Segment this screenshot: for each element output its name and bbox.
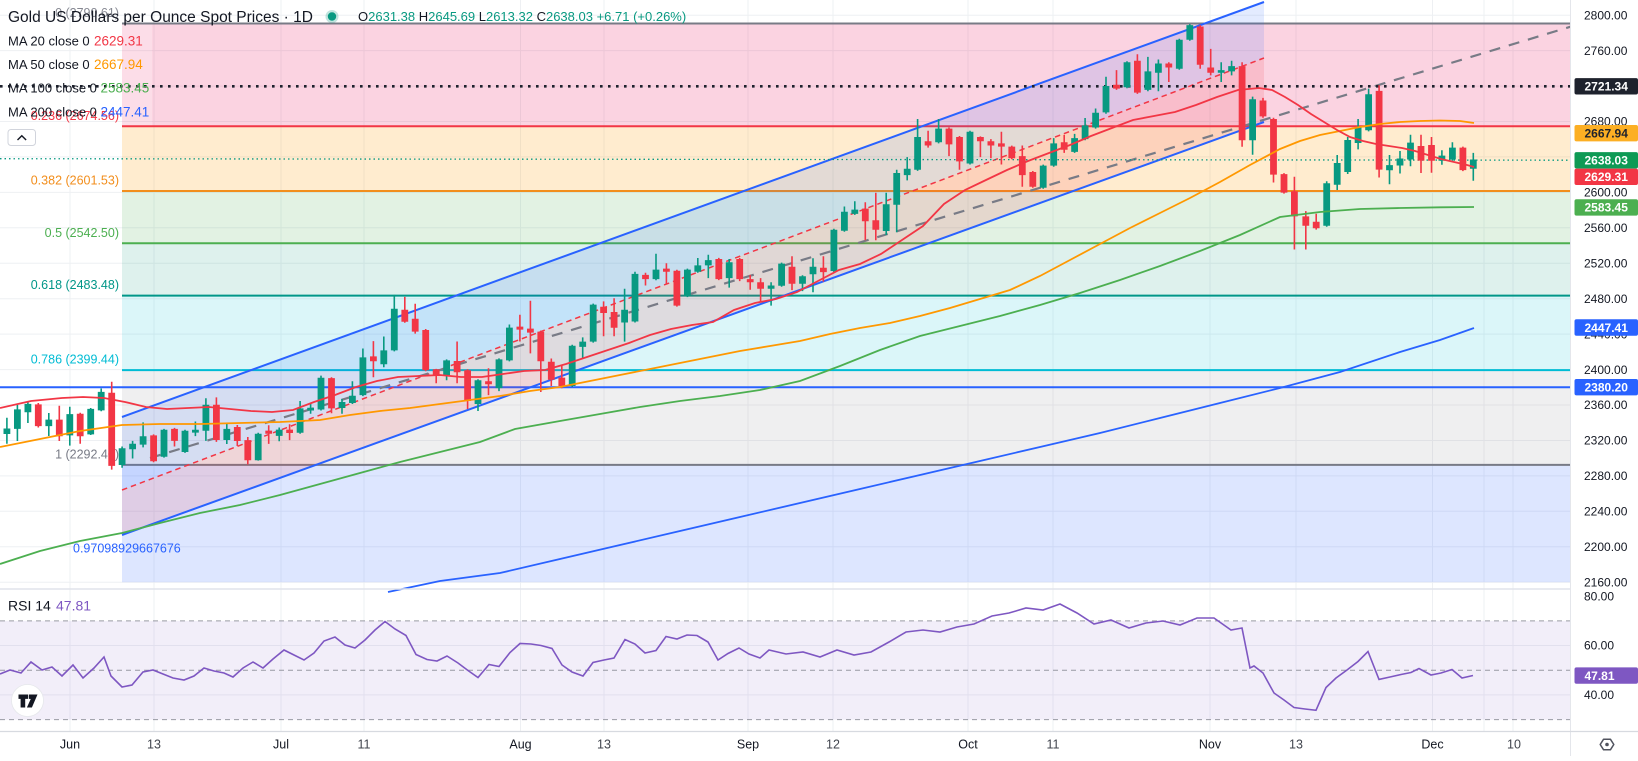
svg-text:2447.41: 2447.41 (101, 105, 150, 120)
svg-text:2320.00: 2320.00 (1584, 434, 1628, 448)
svg-text:0.382 (2601.53): 0.382 (2601.53) (31, 174, 119, 188)
svg-text:Sep: Sep (737, 738, 759, 752)
svg-text:0.786 (2399.44): 0.786 (2399.44) (31, 353, 119, 367)
svg-text:Jun: Jun (60, 738, 80, 752)
svg-text:2160.00: 2160.00 (1584, 575, 1628, 589)
svg-text:Oct: Oct (958, 738, 978, 752)
svg-text:2447.41: 2447.41 (1585, 321, 1629, 335)
svg-text:2380.20: 2380.20 (1585, 381, 1629, 395)
svg-text:Dec: Dec (1421, 738, 1443, 752)
svg-text:2400.00: 2400.00 (1584, 363, 1628, 377)
svg-text:2280.00: 2280.00 (1584, 469, 1628, 483)
svg-text:2800.00: 2800.00 (1584, 8, 1628, 22)
svg-text:13: 13 (597, 738, 611, 752)
svg-text:2667.94: 2667.94 (94, 57, 143, 72)
svg-text:2200.00: 2200.00 (1584, 540, 1628, 554)
svg-text:2667.94: 2667.94 (1585, 127, 1629, 141)
svg-text:Aug: Aug (509, 738, 531, 752)
svg-text:MA 50 close 0: MA 50 close 0 (8, 57, 90, 72)
svg-text:MA 20 close 0: MA 20 close 0 (8, 34, 90, 49)
svg-text:0.618 (2483.48): 0.618 (2483.48) (31, 278, 119, 292)
svg-text:2721.34: 2721.34 (1585, 80, 1629, 94)
svg-text:2583.45: 2583.45 (1585, 201, 1629, 215)
svg-text:2583.45: 2583.45 (101, 81, 150, 96)
svg-text:47.81: 47.81 (1585, 669, 1615, 683)
svg-text:2638.03: 2638.03 (1585, 154, 1629, 168)
svg-text:2629.31: 2629.31 (1585, 170, 1629, 184)
svg-text:Jul: Jul (273, 738, 289, 752)
svg-text:2760.00: 2760.00 (1584, 44, 1628, 58)
svg-text:2480.00: 2480.00 (1584, 292, 1628, 306)
svg-text:0.5 (2542.50): 0.5 (2542.50) (45, 226, 119, 240)
svg-text:O2631.38 H2645.69 L2613.32 C26: O2631.38 H2645.69 L2613.32 C2638.03 +6.7… (358, 9, 686, 24)
svg-text:12: 12 (826, 738, 840, 752)
svg-text:0.97098929667676: 0.97098929667676 (73, 542, 181, 556)
svg-text:Nov: Nov (1199, 738, 1222, 752)
svg-text:Gold US Dollars per Ounce Spot: Gold US Dollars per Ounce Spot Prices · … (8, 9, 313, 26)
svg-text:11: 11 (1047, 738, 1060, 752)
svg-text:MA 100 close 0: MA 100 close 0 (8, 81, 97, 96)
svg-text:MA 200 close 0: MA 200 close 0 (8, 105, 97, 120)
svg-text:40.00: 40.00 (1584, 688, 1614, 702)
svg-text:2600.00: 2600.00 (1584, 186, 1628, 200)
svg-text:2520.00: 2520.00 (1584, 257, 1628, 271)
svg-text:11: 11 (358, 738, 371, 752)
svg-text:2240.00: 2240.00 (1584, 505, 1628, 519)
svg-text:13: 13 (1289, 738, 1303, 752)
svg-text:60.00: 60.00 (1584, 639, 1614, 653)
svg-text:80.00: 80.00 (1584, 589, 1614, 603)
svg-text:13: 13 (147, 738, 161, 752)
svg-text:RSI 14: RSI 14 (8, 598, 51, 614)
svg-text:2629.31: 2629.31 (94, 34, 143, 49)
svg-text:47.81: 47.81 (56, 598, 91, 614)
svg-text:2560.00: 2560.00 (1584, 221, 1628, 235)
svg-text:10: 10 (1507, 738, 1521, 752)
svg-text:2360.00: 2360.00 (1584, 398, 1628, 412)
